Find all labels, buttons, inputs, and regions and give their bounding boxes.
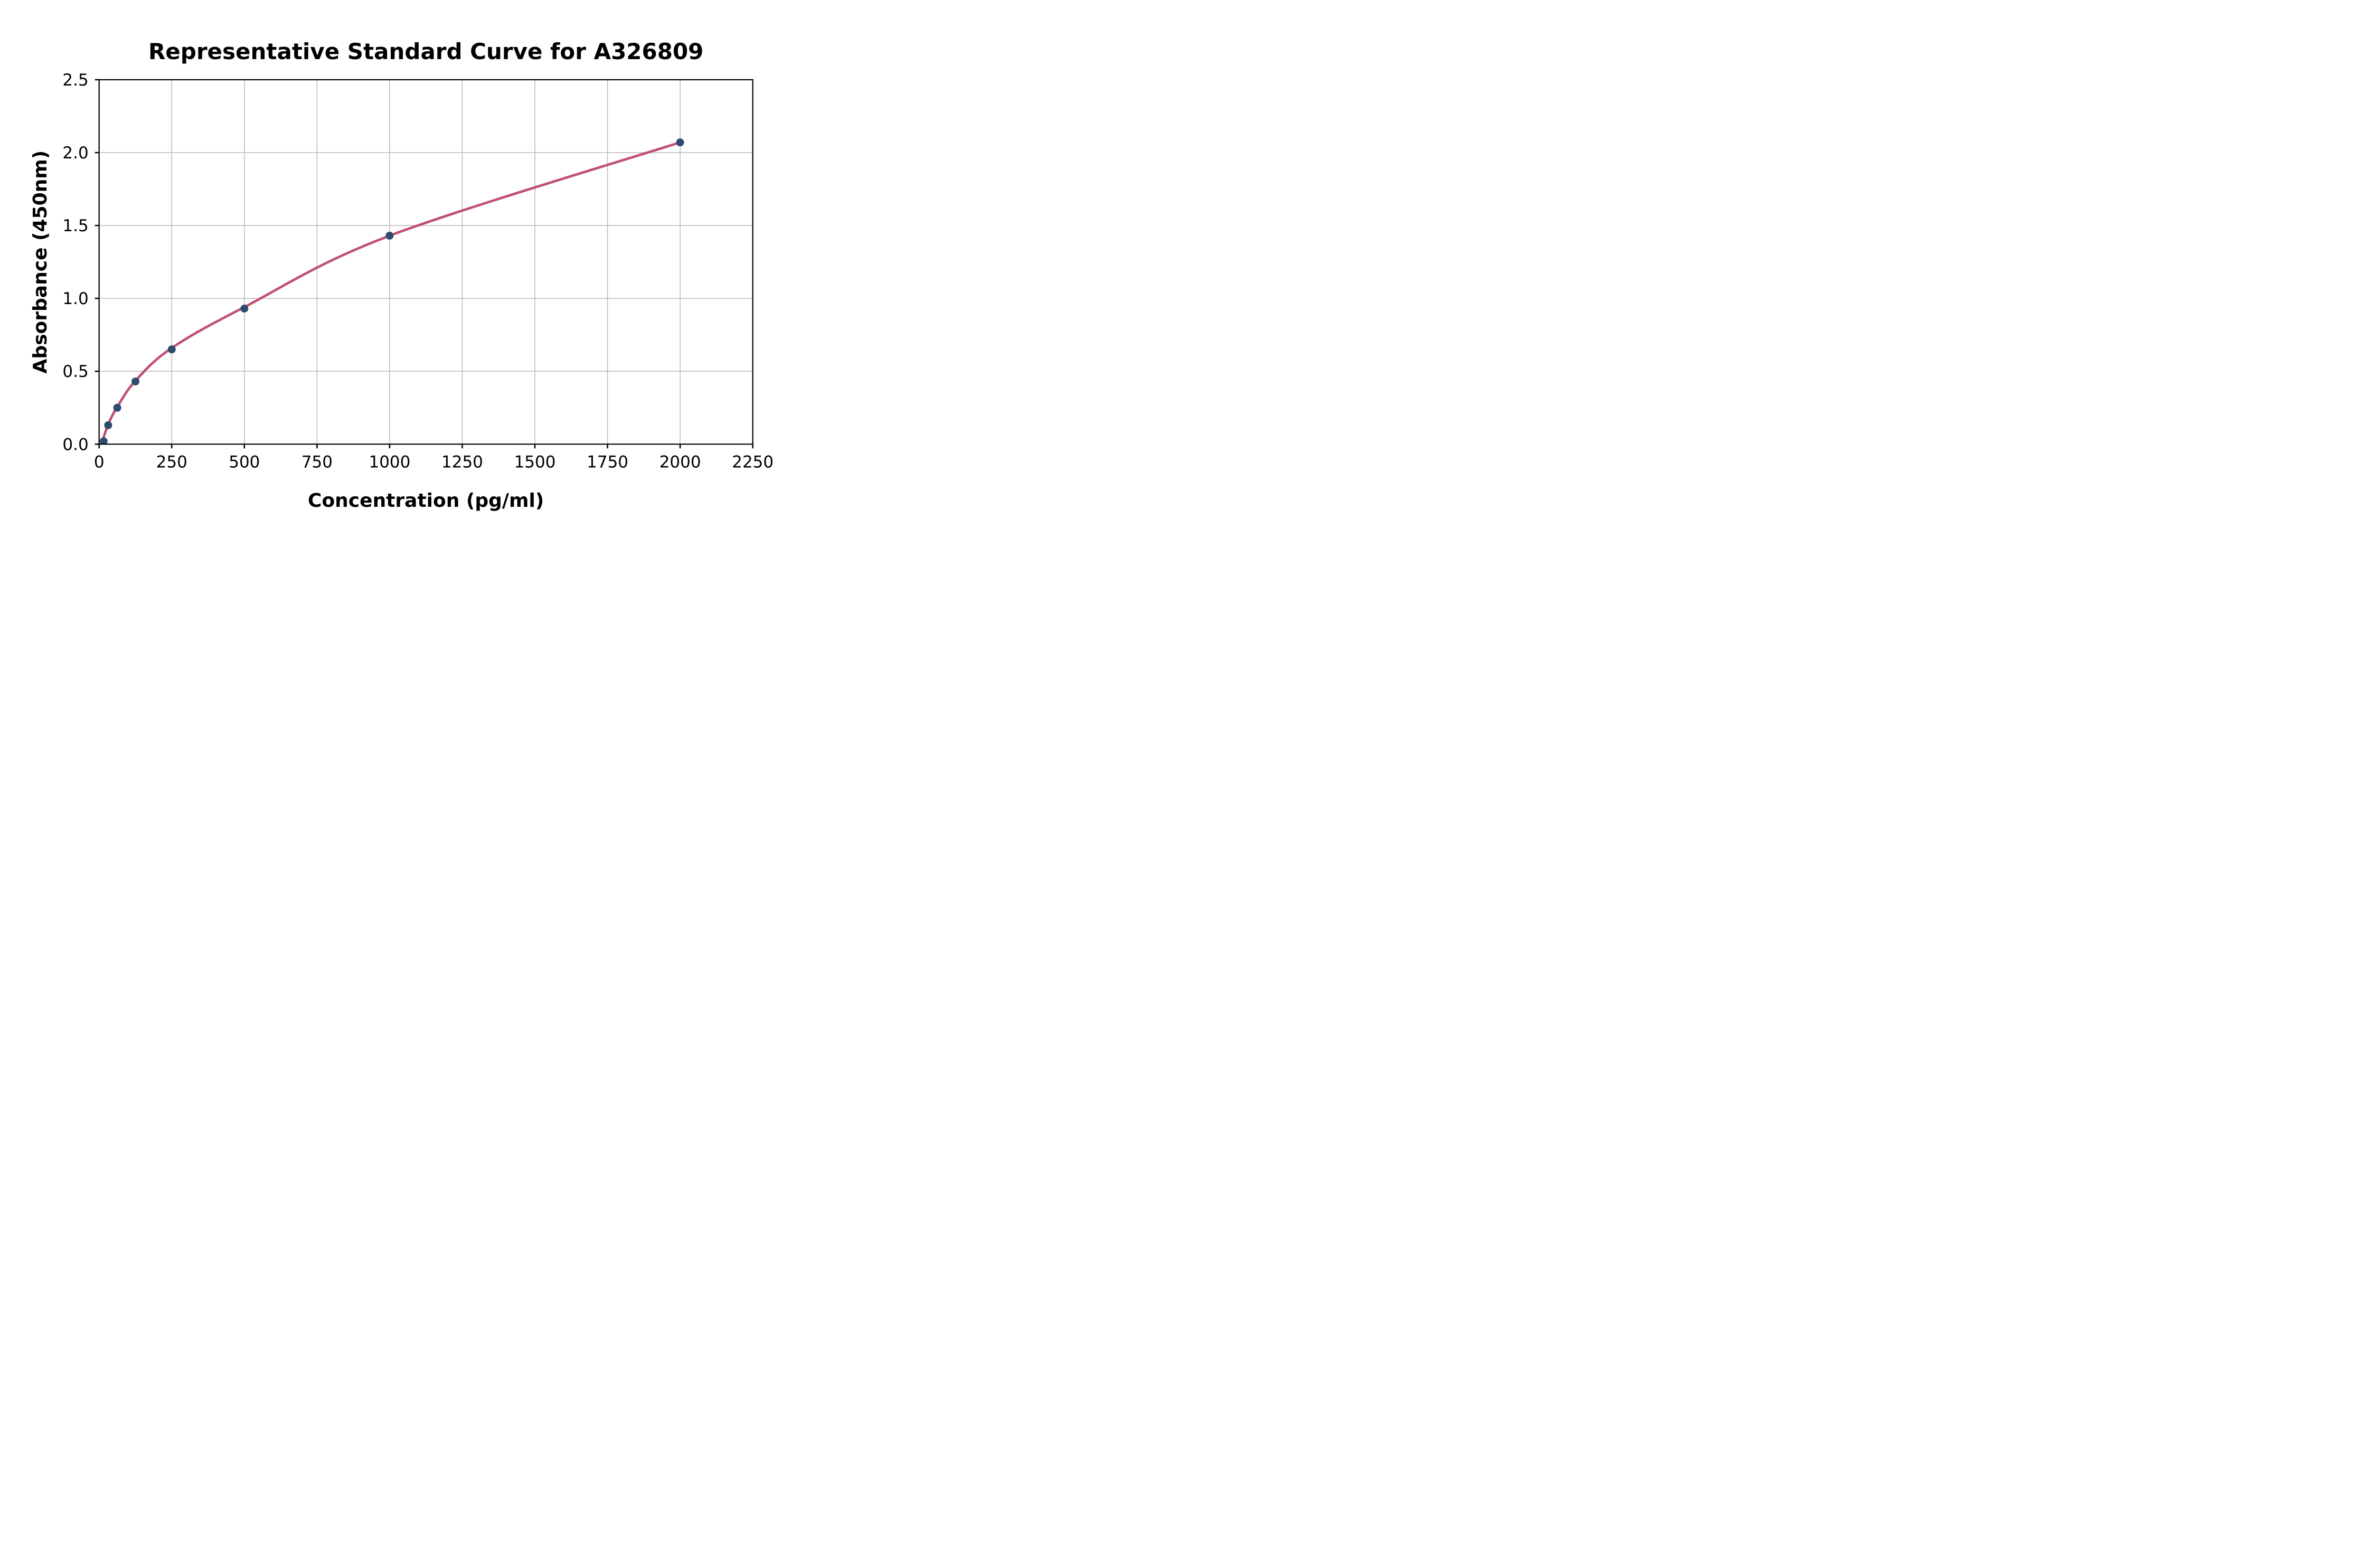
chart-background <box>0 0 792 523</box>
scatter-points-layer <box>99 138 684 445</box>
x-tick-label-1500: 1500 <box>514 452 556 471</box>
x-tick-label-2250: 2250 <box>732 452 774 471</box>
data-point-1000 <box>385 231 394 240</box>
data-point-15.6 <box>99 437 108 445</box>
data-point-2000 <box>676 138 684 147</box>
x-tick-label-0: 0 <box>94 452 105 471</box>
x-axis-label: Concentration (pg/ml) <box>308 490 544 512</box>
x-tick-label-1000: 1000 <box>369 452 410 471</box>
figure: 0 250 500 750 1000 1250 1500 1750 2000 2250 0.0 0.5… <box>0 0 792 523</box>
y-tick-label-2: 2.0 <box>62 144 88 163</box>
y-tick-label-1: 1.0 <box>62 289 88 308</box>
x-tick-label-1750: 1750 <box>587 452 628 471</box>
y-tick-label-2.5: 2.5 <box>62 71 88 90</box>
data-point-125 <box>131 377 139 386</box>
standard-curve-chart: 0 250 500 750 1000 1250 1500 1750 2000 2250 0.0 0.5… <box>0 0 792 523</box>
x-tick-label-2000: 2000 <box>659 452 701 471</box>
x-tick-label-1250: 1250 <box>441 452 483 471</box>
data-point-500 <box>240 305 249 313</box>
x-tick-label-250: 250 <box>156 452 187 471</box>
tick-layer: 0 250 500 750 1000 1250 1500 1750 2000 2250 0.0 0.5… <box>62 71 774 471</box>
plot-layer <box>99 138 684 445</box>
x-tick-label-500: 500 <box>229 452 260 471</box>
y-tick-label-1.5: 1.5 <box>62 216 88 235</box>
data-point-62.5 <box>113 403 121 412</box>
plot-frame <box>98 79 753 445</box>
x-tick-label-750: 750 <box>301 452 333 471</box>
chart-title: Representative Standard Curve for A32680… <box>148 39 703 64</box>
y-tick-label-0: 0.0 <box>62 435 88 454</box>
y-axis-label: Absorbance (450nm) <box>30 150 51 374</box>
y-tick-label-0.5: 0.5 <box>62 362 88 381</box>
data-point-250 <box>167 345 176 354</box>
fitted-curve-line <box>100 141 682 445</box>
data-point-31.2 <box>104 421 112 429</box>
